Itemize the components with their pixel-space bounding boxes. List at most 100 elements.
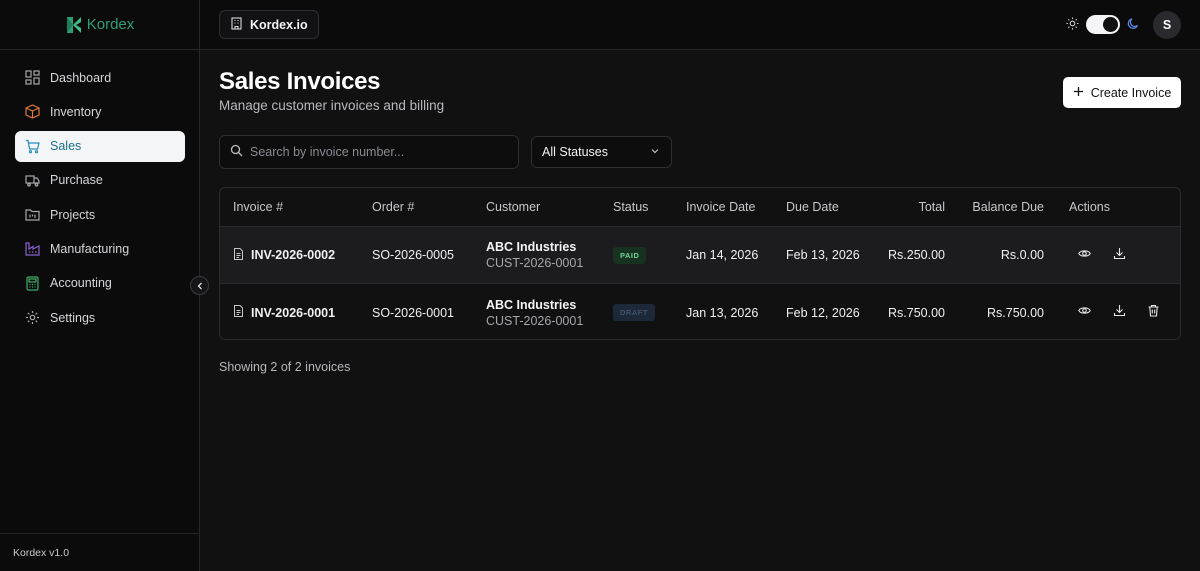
- topbar: Kordex.io S: [200, 0, 1200, 50]
- invoice-number-cell: INV-2026-0002: [233, 227, 335, 283]
- sidebar-item-label: Settings: [50, 310, 96, 325]
- brand-name: Kordex: [86, 16, 135, 33]
- sidebar-item-inventory[interactable]: Inventory: [15, 96, 185, 127]
- col-customer: Customer: [486, 200, 541, 214]
- view-button[interactable]: [1075, 246, 1093, 264]
- col-actions: Actions: [1069, 200, 1110, 214]
- sidebar-item-projects[interactable]: Projects: [15, 199, 185, 230]
- organization-switcher[interactable]: Kordex.io: [219, 10, 319, 39]
- status-badge: PAID: [613, 246, 647, 264]
- sidebar-item-label: Sales: [50, 139, 82, 154]
- search-input[interactable]: [250, 145, 510, 159]
- due-date: Feb 13, 2026: [786, 248, 860, 262]
- col-order: Order #: [372, 200, 415, 214]
- order-number: SO-2026-0005: [372, 248, 455, 262]
- balance-due: Rs.0.00: [1000, 248, 1044, 262]
- page-title: Sales Invoices: [219, 68, 381, 95]
- sidebar-item-label: Purchase: [50, 173, 103, 188]
- theme-switch: [1066, 15, 1140, 34]
- app-version: Kordex v1.0: [0, 533, 199, 571]
- chevron-down-icon: [650, 145, 660, 159]
- invoices-table: Invoice # Order # Customer Status Invoic…: [219, 187, 1181, 340]
- create-invoice-label: Create Invoice: [1090, 85, 1172, 100]
- plus-icon: [1073, 86, 1084, 100]
- file-text-icon: [233, 305, 244, 320]
- trash-icon: [1147, 304, 1160, 320]
- customer-cell: ABC Industries CUST-2026-0001: [486, 284, 583, 339]
- sidebar-item-sales[interactable]: Sales: [15, 130, 185, 162]
- col-due-date: Due Date: [786, 200, 839, 214]
- col-invoice-date: Invoice Date: [686, 200, 756, 214]
- status-filter-select[interactable]: All Statuses: [531, 136, 672, 168]
- col-invoice: Invoice #: [233, 200, 284, 214]
- view-button[interactable]: [1075, 303, 1093, 321]
- col-status: Status: [613, 200, 649, 214]
- search-icon: [230, 144, 243, 160]
- organization-name: Kordex.io: [250, 17, 308, 32]
- sidebar-nav: Dashboard Inventory Sales Purchase Proje…: [0, 50, 199, 333]
- customer-name: ABC Industries: [486, 297, 577, 312]
- invoice-number[interactable]: INV-2026-0001: [251, 305, 336, 320]
- download-icon: [1113, 304, 1126, 320]
- total-amount: Rs.250.00: [888, 248, 945, 262]
- customer-cell: ABC Industries CUST-2026-0001: [486, 227, 583, 283]
- calculator-icon: [25, 276, 40, 291]
- shopping-cart-icon: [25, 139, 40, 154]
- sidebar-item-dashboard[interactable]: Dashboard: [15, 62, 185, 93]
- balance-due: Rs.750.00: [987, 305, 1044, 320]
- sidebar-item-purchase[interactable]: Purchase: [15, 165, 185, 196]
- due-date: Feb 12, 2026: [786, 305, 860, 320]
- sidebar-collapse-button[interactable]: [190, 276, 209, 295]
- order-number: SO-2026-0001: [372, 305, 455, 320]
- factory-icon: [25, 241, 40, 257]
- sidebar-item-accounting[interactable]: Accounting: [15, 268, 185, 299]
- sun-icon: [1066, 17, 1079, 33]
- sidebar-item-label: Projects: [50, 207, 96, 222]
- page-subtitle: Manage customer invoices and billing: [219, 98, 445, 113]
- status-filter-value: All Statuses: [542, 145, 609, 159]
- gear-icon: [25, 310, 40, 325]
- chevron-left-icon: [196, 278, 204, 293]
- sidebar-item-manufacturing[interactable]: Manufacturing: [15, 233, 185, 264]
- sidebar-item-label: Manufacturing: [50, 241, 130, 256]
- delete-button[interactable]: [1144, 303, 1162, 321]
- invoice-date: Jan 14, 2026: [686, 248, 759, 262]
- invoice-number[interactable]: INV-2026-0002: [251, 248, 336, 262]
- folder-kanban-icon: [25, 207, 40, 222]
- sidebar-item-label: Inventory: [50, 104, 102, 119]
- customer-code: CUST-2026-0001: [486, 256, 584, 270]
- create-invoice-button[interactable]: Create Invoice: [1063, 77, 1181, 108]
- box-icon: [25, 104, 40, 119]
- sidebar-item-label: Dashboard: [50, 70, 112, 85]
- col-total: Total: [918, 200, 945, 214]
- toggle-knob: [1103, 17, 1118, 32]
- building-icon: [230, 16, 243, 33]
- results-count: Showing 2 of 2 invoices: [219, 360, 351, 374]
- moon-icon: [1127, 17, 1140, 33]
- eye-icon: [1077, 304, 1091, 320]
- total-amount: Rs.750.00: [888, 305, 945, 320]
- invoice-number-cell: INV-2026-0001: [233, 284, 336, 339]
- sidebar: Kordex Dashboard Inventory Sales Purchas…: [0, 0, 200, 571]
- status-cell: PAID: [613, 227, 647, 283]
- truck-icon: [25, 173, 40, 188]
- status-badge: DRAFT: [613, 304, 655, 321]
- download-button[interactable]: [1110, 246, 1128, 264]
- user-avatar[interactable]: S: [1153, 11, 1181, 39]
- table-row[interactable]: INV-2026-0002 SO-2026-0005 ABC Industrie…: [220, 227, 1180, 284]
- brand[interactable]: Kordex: [0, 0, 199, 50]
- table-row[interactable]: INV-2026-0001 SO-2026-0001 ABC Industrie…: [220, 284, 1180, 339]
- layout-grid-icon: [25, 70, 40, 85]
- sidebar-item-settings[interactable]: Settings: [15, 302, 185, 333]
- table-header: Invoice # Order # Customer Status Invoic…: [220, 188, 1180, 227]
- theme-toggle[interactable]: [1086, 15, 1120, 34]
- download-button[interactable]: [1110, 303, 1128, 321]
- kordex-logo-icon: [65, 16, 83, 34]
- download-icon: [1113, 247, 1126, 263]
- search-box: [219, 135, 519, 169]
- status-cell: DRAFT: [613, 284, 655, 339]
- col-balance: Balance Due: [972, 200, 1044, 214]
- sidebar-item-label: Accounting: [50, 276, 112, 291]
- invoice-date: Jan 13, 2026: [686, 305, 759, 320]
- file-text-icon: [233, 247, 244, 263]
